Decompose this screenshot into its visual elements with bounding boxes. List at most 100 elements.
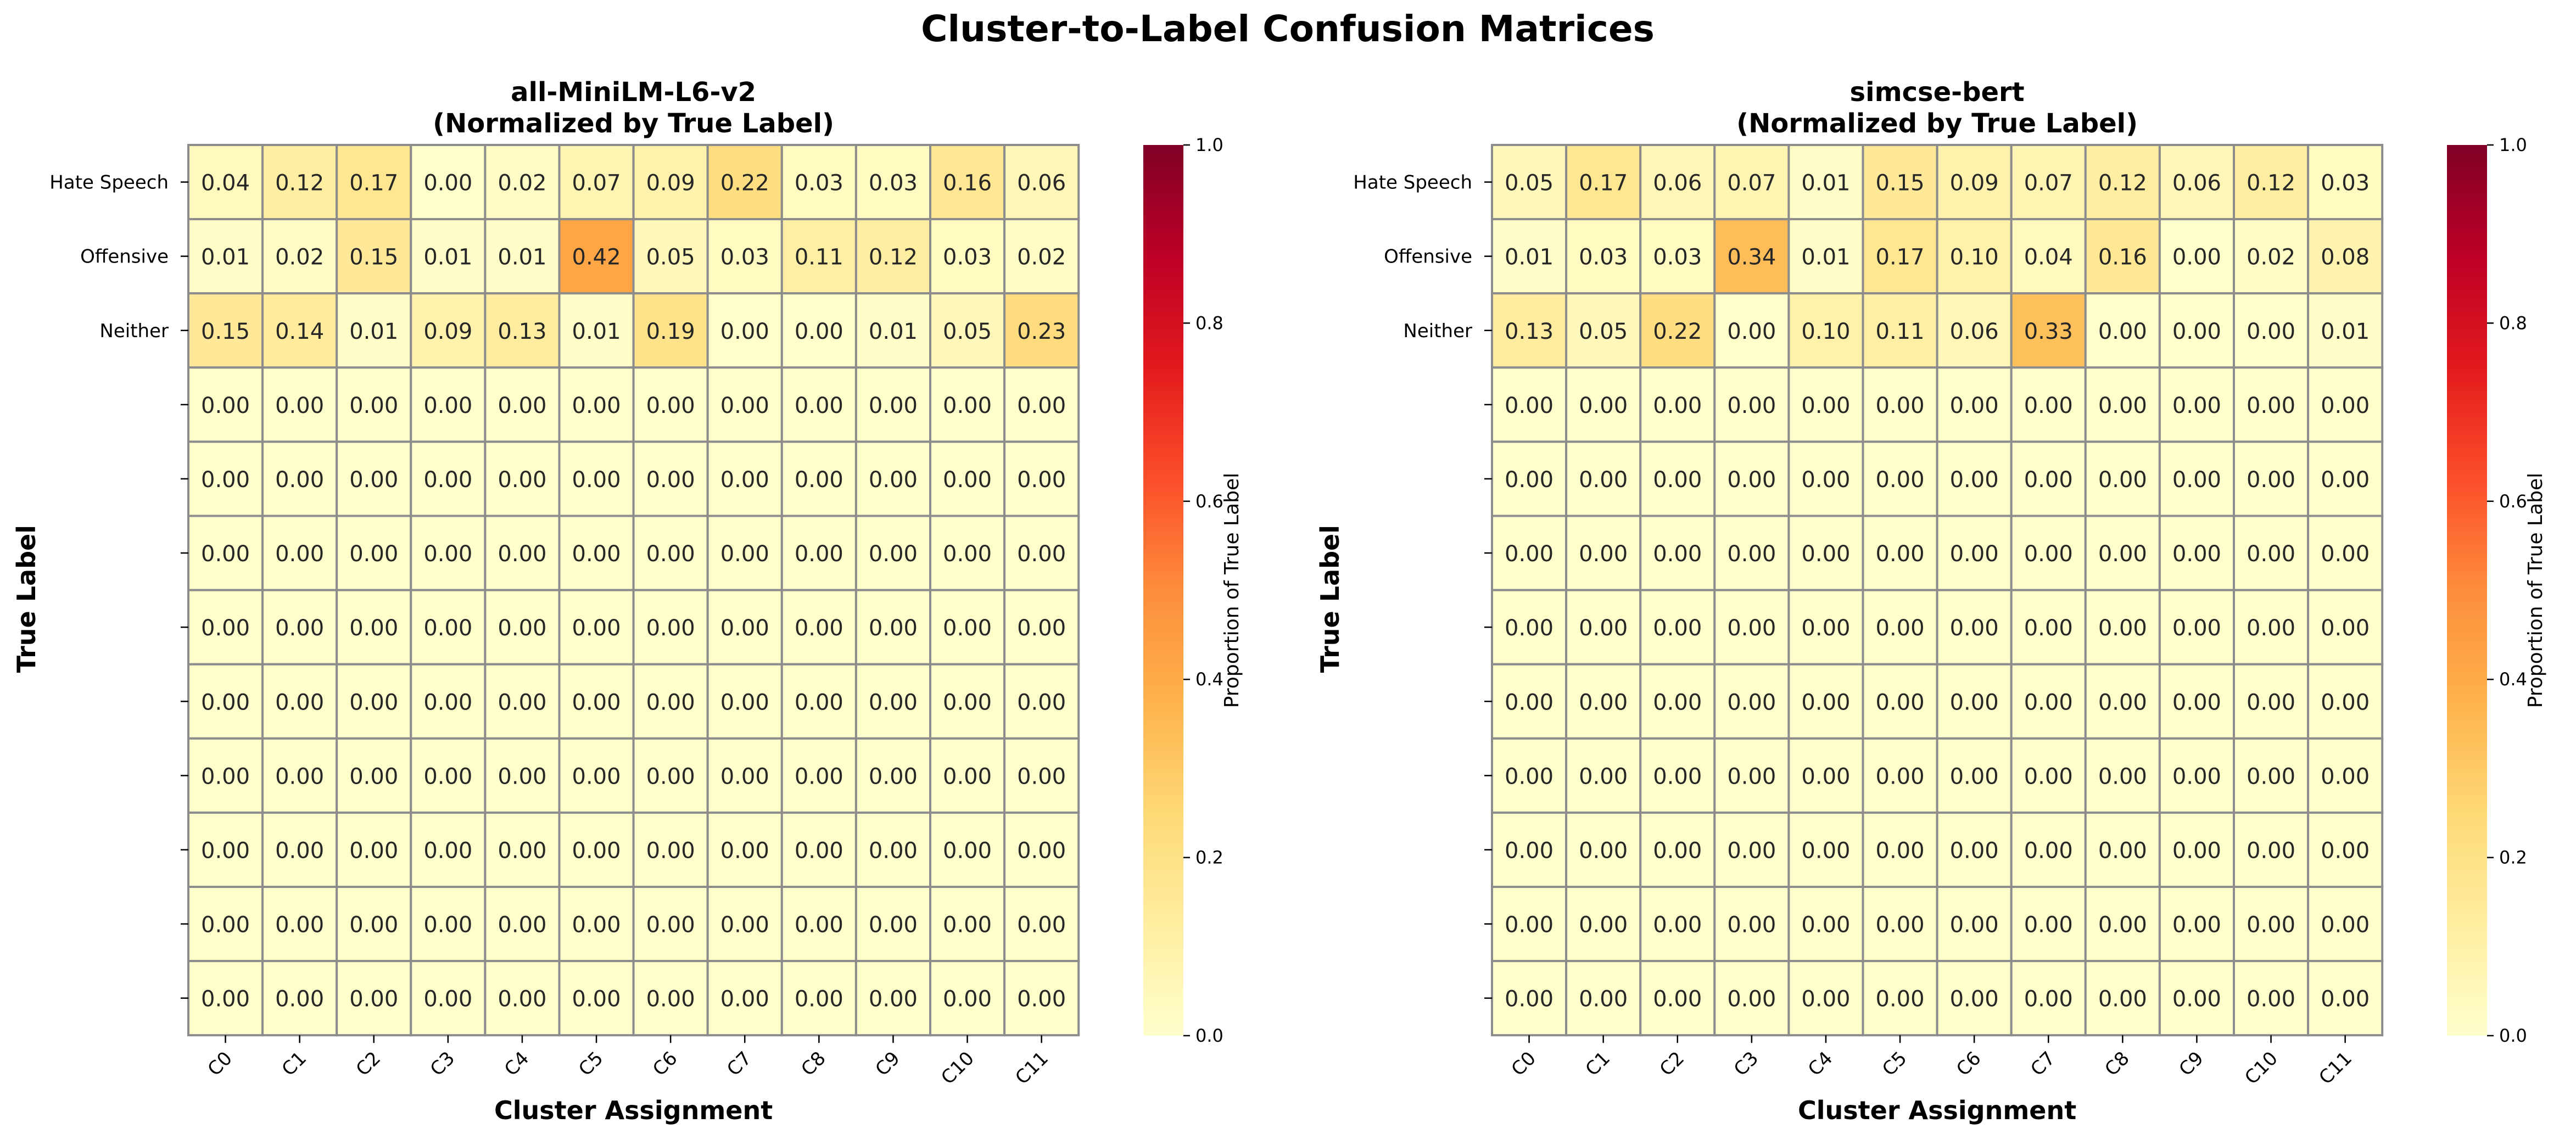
cell-value-label: 0.00: [720, 319, 769, 344]
cell-value-label: 0.00: [2172, 393, 2221, 418]
heatmap-cell: [558, 515, 635, 591]
cell-value-label: 0.04: [2024, 245, 2073, 270]
cell-value-label: 0.03: [720, 245, 769, 270]
heatmap-cell: [706, 811, 783, 888]
cell-value-label: 0.00: [349, 616, 398, 641]
heatmap-cell: [780, 366, 857, 443]
heatmap-cell: [1003, 737, 1080, 814]
cell-value-label: 0.00: [1653, 764, 1702, 789]
panel-title-line: all-MiniLM-L6-v2: [511, 77, 756, 108]
heatmap-cell: [484, 218, 561, 295]
cell-value-label: 0.00: [2172, 690, 2221, 715]
cell-value-label: 0.00: [943, 690, 992, 715]
cell-value-label: 0.00: [275, 690, 324, 715]
x-tick-label: C4: [500, 1047, 533, 1080]
x-tick-label: C6: [649, 1047, 681, 1080]
heatmap-cell: [1862, 663, 1938, 740]
heatmap-cell: [410, 515, 487, 591]
cell-value-label: 0.15: [1876, 171, 1925, 196]
cell-value-label: 0.00: [869, 838, 918, 863]
cell-value-label: 0.00: [572, 838, 621, 863]
cell-value-label: 0.00: [795, 616, 843, 641]
cell-value-label: 0.00: [2172, 987, 2221, 1012]
heatmap-cell: [2233, 811, 2310, 888]
heatmap-cell: [706, 886, 783, 963]
heatmap-cell: [1936, 440, 2013, 517]
cell-value-label: 0.00: [275, 987, 324, 1012]
heatmap-cell: [1862, 292, 1938, 369]
cell-value-label: 0.00: [2172, 319, 2221, 344]
heatmap-cell: [1565, 515, 1642, 591]
cell-value-label: 0.00: [1017, 838, 1066, 863]
cell-value-label: 0.00: [1505, 764, 1554, 789]
heatmap-cell: [558, 440, 635, 517]
cell-value-label: 0.00: [1579, 838, 1628, 863]
heatmap-cell: [1003, 366, 1080, 443]
heatmap-cell: [2084, 811, 2161, 888]
cell-value-label: 0.00: [1950, 764, 1999, 789]
cell-value-label: 0.09: [1950, 171, 1999, 196]
heatmap-cell: [336, 292, 412, 369]
cell-value-label: 0.17: [1876, 245, 1925, 270]
x-axis-label: Cluster Assignment: [494, 1096, 773, 1125]
heatmap-cell: [1713, 144, 1790, 221]
cell-value-label: 0.00: [1727, 987, 1776, 1012]
cell-value-label: 0.00: [2247, 838, 2295, 863]
cell-value-label: 0.00: [646, 467, 695, 493]
x-tick-label: C4: [1804, 1047, 1837, 1080]
heatmap-cell: [558, 960, 635, 1037]
cell-value-label: 0.00: [201, 467, 250, 493]
heatmap-cell: [410, 589, 487, 666]
cell-value-label: 0.00: [795, 319, 843, 344]
cell-value-label: 0.00: [1653, 838, 1702, 863]
heatmap-cell: [336, 737, 412, 814]
cell-value-label: 0.00: [349, 838, 398, 863]
cell-value-label: 0.00: [795, 690, 843, 715]
cell-value-label: 0.00: [720, 393, 769, 418]
x-tick-label: C7: [723, 1047, 756, 1080]
cell-value-label: 0.00: [349, 764, 398, 789]
colorbar-tick-label: 0.4: [2499, 669, 2527, 690]
cell-value-label: 0.00: [869, 467, 918, 493]
cell-value-label: 0.00: [275, 393, 324, 418]
cell-value-label: 0.00: [1653, 541, 1702, 567]
cell-value-label: 0.00: [2098, 393, 2147, 418]
cell-value-label: 0.00: [2247, 393, 2295, 418]
heatmap-cell: [336, 663, 412, 740]
colorbar-tick-label: 0.8: [2499, 312, 2527, 333]
colorbar-tick-label: 0.0: [1195, 1025, 1223, 1046]
cell-value-label: 0.00: [1653, 913, 1702, 938]
heatmap-cell: [1713, 886, 1790, 963]
cell-value-label: 0.00: [349, 913, 398, 938]
heatmap-cell: [2158, 292, 2235, 369]
cell-value-label: 0.00: [1505, 838, 1554, 863]
cell-value-label: 0.00: [1876, 987, 1925, 1012]
cell-value-label: 0.00: [275, 764, 324, 789]
cell-value-label: 0.13: [1505, 319, 1554, 344]
cell-value-label: 0.00: [201, 690, 250, 715]
cell-value-label: 0.00: [2172, 764, 2221, 789]
heatmap-cell: [1862, 440, 1938, 517]
cell-value-label: 0.00: [943, 913, 992, 938]
cell-value-label: 0.12: [275, 171, 324, 196]
cell-value-label: 0.00: [498, 764, 546, 789]
cell-value-label: 0.00: [2098, 467, 2147, 493]
cell-value-label: 0.00: [572, 913, 621, 938]
heatmap-cell: [780, 886, 857, 963]
cell-value-label: 0.00: [869, 393, 918, 418]
cell-value-label: 0.00: [1801, 467, 1850, 493]
x-tick-label: C11: [2315, 1047, 2356, 1089]
cell-value-label: 0.00: [1727, 764, 1776, 789]
cell-value-label: 0.00: [2321, 467, 2370, 493]
heatmap-cell: [2010, 292, 2087, 369]
cell-value-label: 0.00: [2247, 541, 2295, 567]
cell-value-label: 0.00: [1579, 764, 1628, 789]
cell-value-label: 0.01: [423, 245, 472, 270]
cell-value-label: 0.15: [201, 319, 250, 344]
cell-value-label: 0.42: [572, 245, 621, 270]
cell-value-label: 0.34: [1727, 245, 1776, 270]
heatmap-cell: [1862, 811, 1938, 888]
cell-value-label: 0.00: [795, 393, 843, 418]
heatmap-cell: [1713, 218, 1790, 295]
